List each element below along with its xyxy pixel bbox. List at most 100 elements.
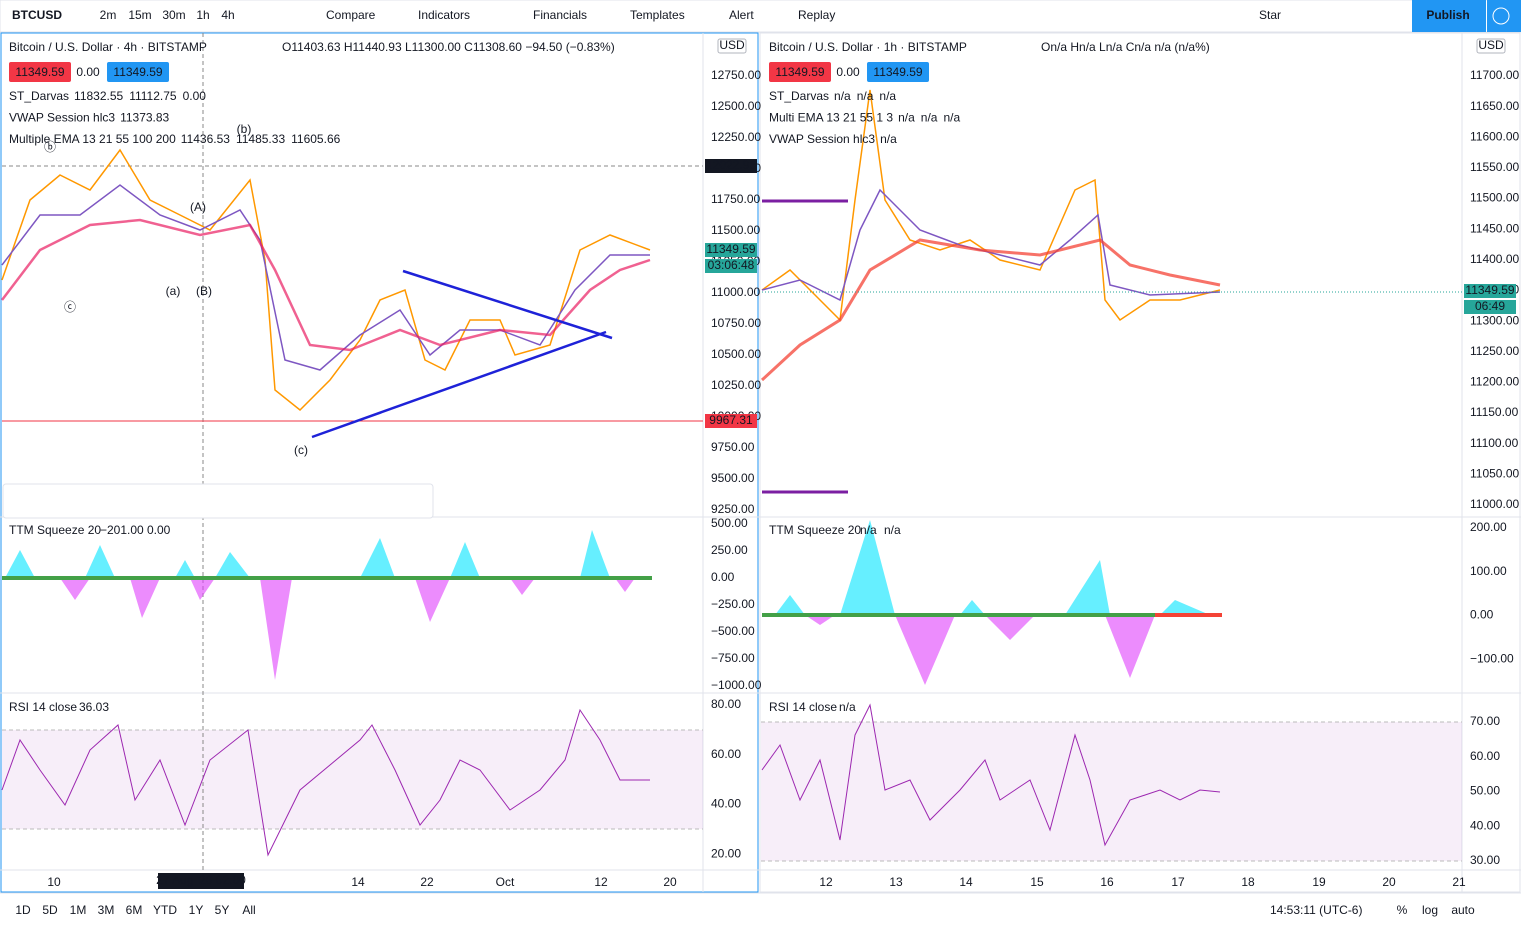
last-price: 11349.59 <box>1465 283 1514 297</box>
ttm-tick-label: 250.00 <box>711 543 748 557</box>
time-tick-label: 22 <box>420 875 434 889</box>
bid: 11349.59 <box>15 65 64 79</box>
time-tick-label: 19 <box>1312 875 1326 889</box>
currency-box <box>1476 38 1506 54</box>
ttm-value: −201.00 <box>100 523 144 537</box>
indicator-value: 11605.66 <box>291 132 340 146</box>
price-tick-label: 11500.00 <box>711 223 760 237</box>
wave-label: ⓑ <box>44 140 56 154</box>
ohlc: On/a Hn/a Ln/a Cn/a n/a (n/a%) <box>1041 40 1210 54</box>
interval[interactable]: 1h <box>196 8 209 22</box>
price-tick-label: 11500.00 <box>1470 191 1519 205</box>
rsi-value: n/a <box>839 700 856 714</box>
range-button[interactable]: 6M <box>126 903 143 917</box>
price-tick-label: 11000.00 <box>1470 497 1519 511</box>
price-tick-label: 9750.00 <box>711 440 755 454</box>
interval[interactable]: 30m <box>162 8 185 22</box>
price-tick-label: 9250.00 <box>711 502 755 516</box>
countdown: 03:06:48 <box>708 258 755 272</box>
range-button[interactable]: 5D <box>42 903 58 917</box>
toolbar-button[interactable]: Templates <box>630 8 685 22</box>
price-tick-label: 12250.00 <box>711 130 761 144</box>
crosshair-price: 12022.95 <box>706 158 756 172</box>
price-tick-label: 10500.00 <box>711 347 761 361</box>
indicator-value: n/a <box>857 89 874 103</box>
price-tick-label: 11300.00 <box>1470 313 1519 327</box>
range-button[interactable]: 1Y <box>189 903 204 917</box>
price-tick-label: 11150.00 <box>1470 405 1519 419</box>
stream-button[interactable] <box>1487 0 1521 32</box>
ttm-negative <box>805 615 1155 685</box>
time-tick-label: 12 <box>594 875 608 889</box>
time-tick-label: 14 <box>959 875 973 889</box>
bid: 11349.59 <box>775 65 824 79</box>
spread: 0.00 <box>76 65 100 79</box>
time-tick-label: 17 <box>1171 875 1185 889</box>
ttm-tick-label: −100.00 <box>1470 651 1514 665</box>
chart-title: Bitcoin / U.S. Dollar · 4h · BITSTAMP <box>9 40 207 54</box>
publish-button[interactable] <box>1412 0 1486 32</box>
range-button[interactable]: 5Y <box>215 903 230 917</box>
rsi-tick-label: 80.00 <box>711 697 741 711</box>
rsi-band <box>761 722 1462 861</box>
triangle-lower <box>311 330 607 439</box>
scale-option[interactable]: log <box>1422 903 1438 917</box>
indicator-value: 11373.83 <box>120 111 169 125</box>
ttm-tick-label: −750.00 <box>711 651 755 665</box>
indicator-value: 11832.55 <box>74 89 123 103</box>
indicator-value: n/a <box>921 111 938 125</box>
wave-label: (A) <box>190 200 206 214</box>
rsi-tick-label: 20.00 <box>711 846 741 860</box>
rsi-line <box>1 708 650 857</box>
ttm-tick-label: −250.00 <box>711 597 755 611</box>
range-button[interactable]: 3M <box>98 903 115 917</box>
ask-box <box>867 62 929 82</box>
price-tick-label: 12750.00 <box>711 68 761 82</box>
price-tick-label: 11650.00 <box>1470 99 1519 113</box>
interval[interactable]: 15m <box>128 8 151 22</box>
wave-label: (B) <box>196 284 212 298</box>
wave-label: ⓒ <box>64 300 76 314</box>
indicator-value: 11112.75 <box>129 89 177 103</box>
time-tick-label: Oct <box>496 875 515 889</box>
wave-label: (b) <box>237 122 252 136</box>
scale-option[interactable]: % <box>1397 903 1408 917</box>
publish-label[interactable]: Publish <box>1426 8 1469 22</box>
indicator-value: n/a <box>898 111 915 125</box>
toolbar-button[interactable]: Compare <box>326 8 376 22</box>
price-tick-label: 11700.00 <box>1470 68 1519 82</box>
toolbar-button[interactable]: Alert <box>729 8 754 22</box>
price-tick-label: 10750.00 <box>711 316 761 330</box>
drawing-toolbar[interactable] <box>2 483 434 519</box>
interval[interactable]: 2m <box>100 8 117 22</box>
toolbar-button[interactable]: Indicators <box>418 8 470 22</box>
indicator-value: 11436.53 <box>181 132 230 146</box>
price-line <box>1 148 651 412</box>
indicator-name: Multi EMA 13 21 55 1 3 <box>769 111 893 125</box>
rsi-tick-label: 60.00 <box>711 747 741 761</box>
range-button[interactable]: YTD <box>153 903 177 917</box>
rsi-tick-label: 30.00 <box>1470 853 1500 867</box>
ema-line <box>1 184 650 371</box>
time-tick-label: 16 <box>1100 875 1114 889</box>
wave-label: (a) <box>166 284 181 298</box>
rsi-tick-label: 40.00 <box>711 797 741 811</box>
line-price-box <box>705 414 757 428</box>
time-tick-label: 12 <box>819 875 833 889</box>
currency: USD <box>719 38 745 52</box>
time-tick-label: 20 <box>1382 875 1396 889</box>
time-tick-label: 15 <box>1030 875 1044 889</box>
symbol[interactable]: BTCUSD <box>12 8 62 22</box>
ask-box <box>107 62 169 82</box>
range-button[interactable]: 1M <box>70 903 87 917</box>
indicator-value: n/a <box>880 132 897 146</box>
toolbar-button[interactable]: Replay <box>798 8 835 22</box>
range-button[interactable]: 1D <box>15 903 31 917</box>
scale-option[interactable]: auto <box>1451 903 1475 917</box>
currency: USD <box>1478 38 1504 52</box>
interval[interactable]: 4h <box>221 8 234 22</box>
toolbar-button[interactable]: Financials <box>533 8 587 22</box>
star-button[interactable]: Star <box>1259 8 1281 22</box>
range-button[interactable]: All <box>242 903 255 917</box>
price-tick-label: 9500.00 <box>711 471 755 485</box>
